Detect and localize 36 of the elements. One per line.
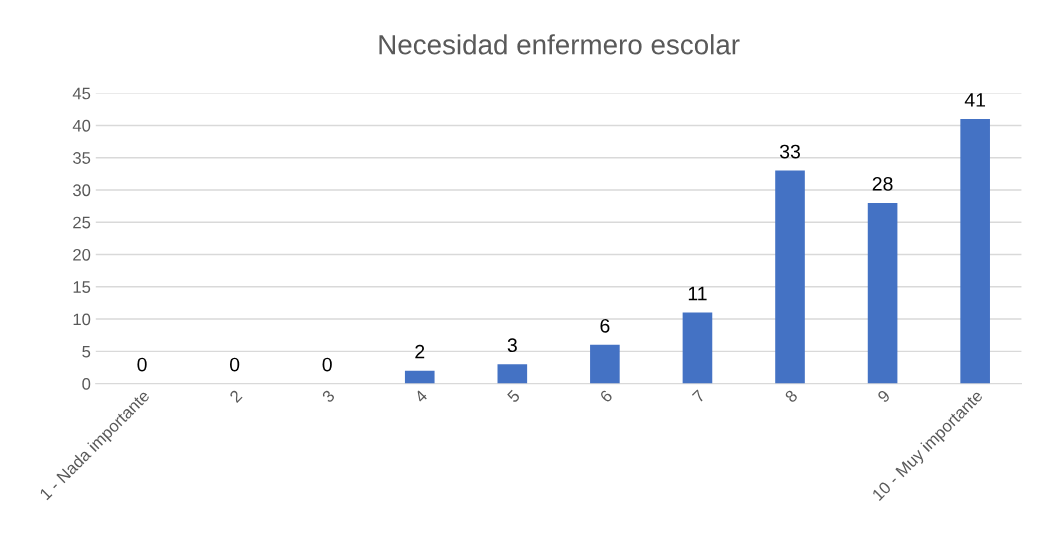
data-label: 0 [322,357,332,372]
x-tick-label: 2 [228,389,243,403]
x-tick-label: 8 [784,389,799,404]
data-label: 0 [137,357,147,372]
data-label: 11 [688,286,707,301]
data-label: 0 [229,357,240,372]
data-label: 41 [964,93,986,107]
y-tick-label: 10 [73,313,91,326]
y-tick-label: 20 [73,248,91,261]
y-tick-label: 5 [82,345,91,358]
data-label: 3 [507,338,517,353]
x-tick-label: 9 [876,389,891,404]
data-label: 33 [779,144,800,159]
y-tick-label: 45 [72,87,91,100]
bar [682,312,713,384]
bar [960,118,990,384]
x-tick-label: 4 [413,389,428,404]
y-tick-label: 30 [73,184,91,197]
x-tick-label: 7 [691,389,706,403]
chart-title: Necesidad enfermero escolar [379,34,740,55]
y-tick-label: 25 [73,216,91,229]
x-tick-label: 6 [599,389,614,404]
bar [775,170,805,384]
y-tick-label: 0 [82,378,91,390]
bar [867,202,898,384]
data-label: 28 [872,176,893,191]
bar [590,344,620,384]
data-label: 2 [415,344,425,359]
data-label: 6 [600,318,610,333]
y-tick-label: 40 [72,119,91,132]
bar [497,364,528,384]
bar [404,370,435,384]
x-tick-label: 3 [321,389,336,404]
x-tick-label: 5 [506,389,521,404]
y-tick-label: 15 [73,281,91,293]
y-tick-label: 35 [73,152,91,164]
